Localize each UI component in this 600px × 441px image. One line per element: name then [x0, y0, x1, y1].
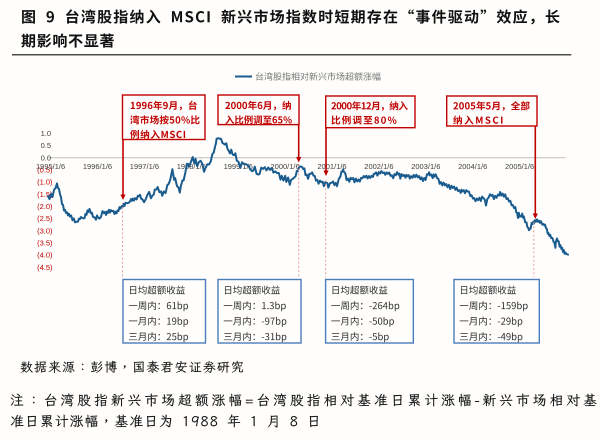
svg-text:2005/1/6: 2005/1/6 [505, 162, 534, 171]
svg-text:(1.0): (1.0) [37, 178, 53, 187]
svg-text:(2.0): (2.0) [37, 202, 53, 211]
svg-text:1997/1/6: 1997/1/6 [130, 162, 159, 171]
svg-text:2004/1/6: 2004/1/6 [458, 162, 487, 171]
svg-text:2002/1/6: 2002/1/6 [364, 162, 393, 171]
svg-text:(3.5): (3.5) [37, 239, 53, 248]
svg-text:2003/1/6: 2003/1/6 [411, 162, 440, 171]
svg-text:(4.5): (4.5) [37, 263, 53, 272]
svg-text:1995/1/6: 1995/1/6 [36, 162, 65, 171]
svg-text:(1.5): (1.5) [37, 190, 53, 199]
svg-text:(2.5): (2.5) [37, 214, 53, 223]
svg-text:(0.5): (0.5) [37, 166, 53, 175]
svg-text:1.0: 1.0 [41, 129, 51, 138]
svg-text:(3.0): (3.0) [37, 226, 53, 235]
svg-text:2000/1/6: 2000/1/6 [270, 162, 299, 171]
svg-text:1998/1/6: 1998/1/6 [177, 162, 206, 171]
svg-text:0.5: 0.5 [41, 141, 51, 150]
svg-text:0.0: 0.0 [41, 153, 51, 162]
svg-text:(4.0): (4.0) [37, 251, 53, 260]
svg-text:1999/1/6: 1999/1/6 [224, 162, 253, 171]
svg-text:2001/1/6: 2001/1/6 [317, 162, 346, 171]
svg-text:1996/1/6: 1996/1/6 [83, 162, 112, 171]
